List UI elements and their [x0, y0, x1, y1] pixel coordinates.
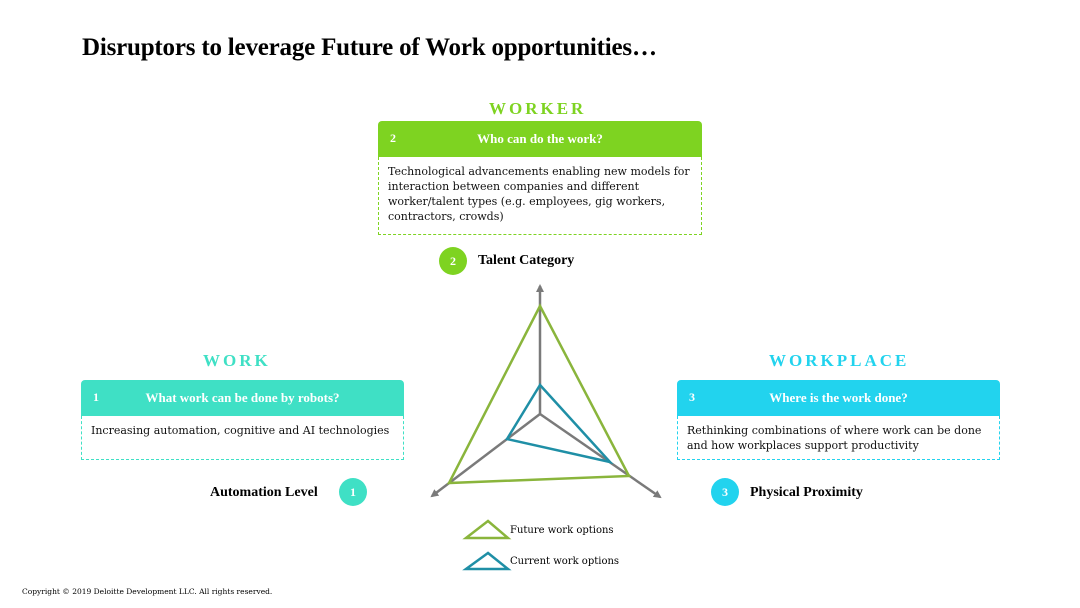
page-title: Disruptors to leverage Future of Work op…: [82, 34, 657, 61]
worker-card-number: 2: [390, 131, 396, 145]
worker-heading: WORKER: [489, 99, 587, 118]
worker-card-question: Who can do the work?: [477, 131, 603, 146]
worker-card-header: 2 Who can do the work?: [378, 121, 702, 157]
work-card: 1 What work can be done by robots? Incre…: [81, 380, 404, 460]
physical-proximity-label: Physical Proximity: [750, 485, 863, 500]
workplace-card-number: 3: [689, 390, 695, 404]
talent-category-label: Talent Category: [478, 253, 575, 268]
legend-future-icon: [462, 519, 512, 540]
worker-card: 2 Who can do the work? Technological adv…: [378, 121, 702, 235]
legend-future-label: Future work options: [510, 525, 614, 536]
worker-card-description: Technological advancements enabling new …: [378, 157, 702, 235]
legend-current-icon: [462, 551, 512, 571]
workplace-card-header: 3 Where is the work done?: [677, 380, 1000, 416]
axis-proximity: [539, 412, 662, 499]
work-card-question: What work can be done by robots?: [145, 390, 340, 405]
talent-badge: 2: [439, 247, 467, 275]
current-work-triangle: [505, 382, 614, 465]
workplace-card-question: Where is the work done?: [769, 390, 908, 405]
copyright: Copyright © 2019 Deloitte Development LL…: [22, 587, 273, 596]
future-work-triangle: [446, 303, 632, 485]
work-card-description: Increasing automation, cognitive and AI …: [81, 416, 404, 460]
work-card-header: 1 What work can be done by robots?: [81, 380, 404, 416]
legend-current-label: Current work options: [510, 556, 620, 567]
workplace-heading: WORKPLACE: [769, 351, 910, 370]
work-heading: WORK: [203, 351, 271, 370]
automation-badge: 1: [339, 478, 367, 506]
workplace-card: 3 Where is the work done? Rethinking com…: [677, 380, 1000, 460]
proximity-badge: 3: [711, 478, 739, 506]
automation-level-label: Automation Level: [210, 485, 318, 500]
work-card-number: 1: [93, 390, 99, 404]
workplace-card-description: Rethinking combinations of where work ca…: [677, 416, 1000, 460]
